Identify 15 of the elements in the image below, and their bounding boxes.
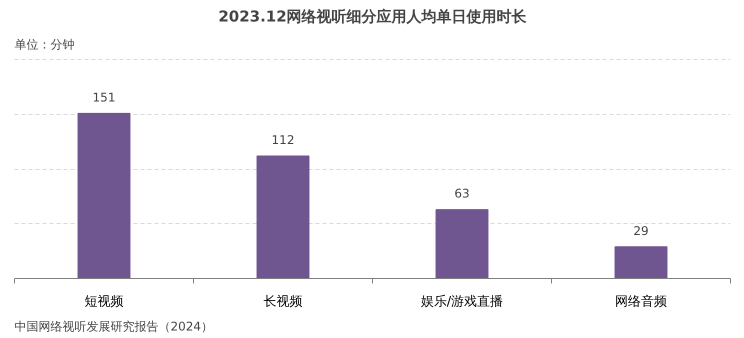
text: 中国网络视听发展研究报告（2024） — [14, 320, 214, 334]
chart-title: 2023.12网络视听细分应用人均单日使用时长 — [218, 8, 528, 26]
bar — [436, 209, 488, 278]
bar — [256, 156, 310, 278]
y-axis-title: 单位：分钟 — [14, 38, 74, 52]
data-label: 63 — [454, 186, 470, 201]
bar — [78, 112, 130, 278]
x-tick-label: 长视频 — [264, 294, 302, 310]
bar — [614, 246, 668, 278]
x-tick-label: 娱乐/游戏直播 — [420, 294, 504, 310]
data-label: 29 — [633, 224, 649, 238]
x-tick-label: 短视频 — [84, 294, 124, 310]
x-tick-label: 网络音频 — [615, 294, 667, 310]
data-label: 112 — [272, 133, 294, 148]
data-label: 151 — [92, 90, 116, 104]
